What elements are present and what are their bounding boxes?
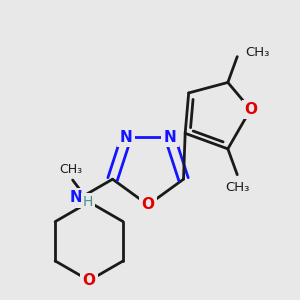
Text: O: O — [82, 273, 96, 288]
Text: N: N — [164, 130, 176, 145]
Text: N: N — [120, 130, 133, 145]
Text: O: O — [142, 197, 154, 212]
Text: CH₃: CH₃ — [245, 46, 269, 59]
Text: H: H — [83, 195, 93, 209]
Text: CH₃: CH₃ — [225, 181, 249, 194]
Text: CH₃: CH₃ — [59, 163, 82, 176]
Text: O: O — [244, 102, 257, 117]
Text: N: N — [70, 190, 83, 205]
